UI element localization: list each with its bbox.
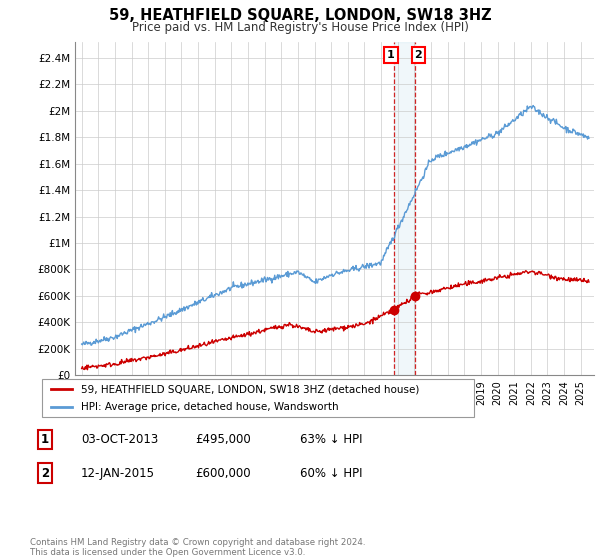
FancyBboxPatch shape: [42, 379, 474, 417]
Text: 1: 1: [41, 433, 49, 446]
Text: 03-OCT-2013: 03-OCT-2013: [81, 433, 158, 446]
Text: 60% ↓ HPI: 60% ↓ HPI: [300, 466, 362, 480]
Text: 63% ↓ HPI: 63% ↓ HPI: [300, 433, 362, 446]
Text: 2: 2: [415, 50, 422, 60]
Text: 59, HEATHFIELD SQUARE, LONDON, SW18 3HZ: 59, HEATHFIELD SQUARE, LONDON, SW18 3HZ: [109, 8, 491, 24]
Text: Contains HM Land Registry data © Crown copyright and database right 2024.
This d: Contains HM Land Registry data © Crown c…: [30, 538, 365, 557]
Text: 12-JAN-2015: 12-JAN-2015: [81, 466, 155, 480]
Text: Price paid vs. HM Land Registry's House Price Index (HPI): Price paid vs. HM Land Registry's House …: [131, 21, 469, 34]
Text: HPI: Average price, detached house, Wandsworth: HPI: Average price, detached house, Wand…: [81, 402, 338, 412]
Text: £495,000: £495,000: [195, 433, 251, 446]
Text: 2: 2: [41, 466, 49, 480]
Text: 59, HEATHFIELD SQUARE, LONDON, SW18 3HZ (detached house): 59, HEATHFIELD SQUARE, LONDON, SW18 3HZ …: [81, 384, 419, 394]
Text: £600,000: £600,000: [195, 466, 251, 480]
Text: 1: 1: [387, 50, 395, 60]
Bar: [394, 42, 415, 375]
